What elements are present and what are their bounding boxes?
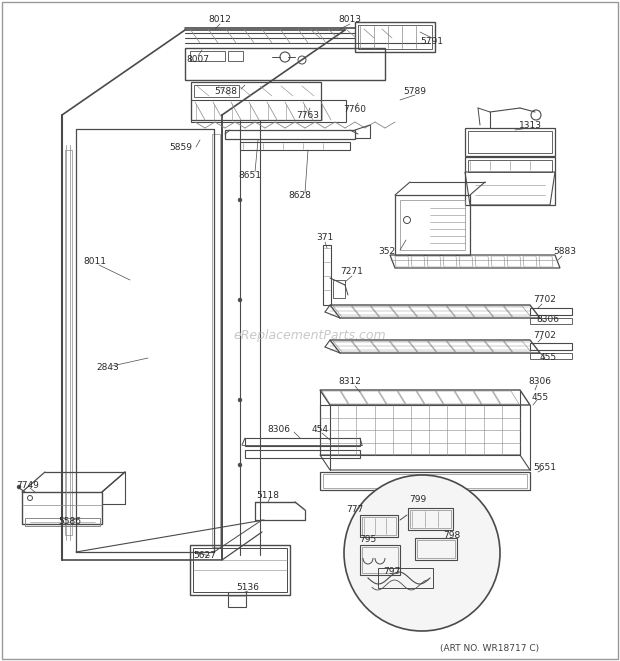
Text: 5118: 5118 <box>257 490 280 500</box>
Bar <box>530 318 572 324</box>
Bar <box>190 545 290 595</box>
Text: 8306: 8306 <box>528 377 552 387</box>
Circle shape <box>238 198 242 202</box>
Text: 7763: 7763 <box>296 112 319 120</box>
Text: 5789: 5789 <box>404 87 427 97</box>
Bar <box>245 438 360 446</box>
Text: (ART NO. WR18717 C): (ART NO. WR18717 C) <box>440 644 539 652</box>
Text: 795: 795 <box>360 535 376 545</box>
Text: 7749: 7749 <box>17 481 40 490</box>
Bar <box>378 568 433 588</box>
Bar <box>323 474 527 488</box>
Circle shape <box>238 463 242 467</box>
Text: 352: 352 <box>378 247 395 256</box>
Bar <box>191 100 346 122</box>
Text: 8007: 8007 <box>187 56 210 65</box>
Text: 5788: 5788 <box>214 87 237 95</box>
Text: 5859: 5859 <box>169 143 192 153</box>
Bar <box>408 508 453 530</box>
Bar <box>465 128 555 156</box>
Text: 8013: 8013 <box>339 15 361 24</box>
Bar <box>400 200 465 250</box>
Bar <box>65 150 72 535</box>
Text: 2843: 2843 <box>97 364 120 373</box>
Bar <box>415 538 457 560</box>
Bar <box>360 515 398 537</box>
Bar <box>530 353 572 359</box>
Text: 8651: 8651 <box>239 171 262 180</box>
Text: 7702: 7702 <box>534 295 556 305</box>
Bar <box>360 545 400 575</box>
Bar <box>333 280 345 298</box>
Text: 5586: 5586 <box>58 518 81 527</box>
Text: 5791: 5791 <box>420 38 443 46</box>
Bar <box>193 548 287 592</box>
Text: 454: 454 <box>311 426 329 434</box>
Bar <box>358 25 432 49</box>
Text: 797: 797 <box>383 568 401 576</box>
Bar <box>410 510 451 528</box>
Bar <box>320 405 520 455</box>
Bar <box>417 540 455 558</box>
Text: 5136: 5136 <box>236 584 260 592</box>
Text: 8306: 8306 <box>536 315 559 325</box>
Text: 5883: 5883 <box>554 247 577 256</box>
Text: 8628: 8628 <box>288 190 311 200</box>
Bar <box>362 547 398 573</box>
Text: 8012: 8012 <box>208 15 231 24</box>
Bar <box>530 343 572 350</box>
Text: 455: 455 <box>539 352 557 362</box>
Bar <box>320 472 530 490</box>
Text: eReplacementParts.com: eReplacementParts.com <box>234 329 386 342</box>
Text: 8312: 8312 <box>339 377 361 387</box>
Bar <box>185 48 385 80</box>
Bar <box>240 142 350 150</box>
Bar <box>190 51 225 61</box>
Bar <box>362 517 396 535</box>
Bar <box>22 492 102 524</box>
Text: 798: 798 <box>443 531 461 539</box>
Bar <box>465 157 555 205</box>
Circle shape <box>238 298 242 302</box>
Bar <box>530 308 572 315</box>
Text: 371: 371 <box>316 233 334 243</box>
Circle shape <box>238 398 242 402</box>
Text: 8306: 8306 <box>267 426 290 434</box>
Bar <box>194 85 239 97</box>
Text: 455: 455 <box>531 393 549 403</box>
Bar <box>245 450 360 458</box>
Circle shape <box>17 485 21 489</box>
Text: 8011: 8011 <box>84 258 107 266</box>
Bar <box>225 130 355 139</box>
Bar <box>212 134 220 547</box>
Bar <box>191 82 321 120</box>
Bar <box>395 195 470 255</box>
Bar <box>355 22 435 52</box>
Bar <box>468 160 552 172</box>
Text: 5627: 5627 <box>193 551 216 559</box>
Bar <box>228 592 246 607</box>
Bar <box>468 131 552 153</box>
Text: 5651: 5651 <box>533 463 557 471</box>
Text: 7702: 7702 <box>534 330 556 340</box>
Bar <box>323 245 331 305</box>
Text: 7760: 7760 <box>343 106 366 114</box>
Text: 799: 799 <box>409 496 427 504</box>
Text: 7271: 7271 <box>340 268 363 276</box>
Circle shape <box>344 475 500 631</box>
Bar <box>25 518 100 526</box>
Bar <box>228 51 243 61</box>
Text: 777: 777 <box>347 506 363 514</box>
Text: 1313: 1313 <box>518 120 541 130</box>
